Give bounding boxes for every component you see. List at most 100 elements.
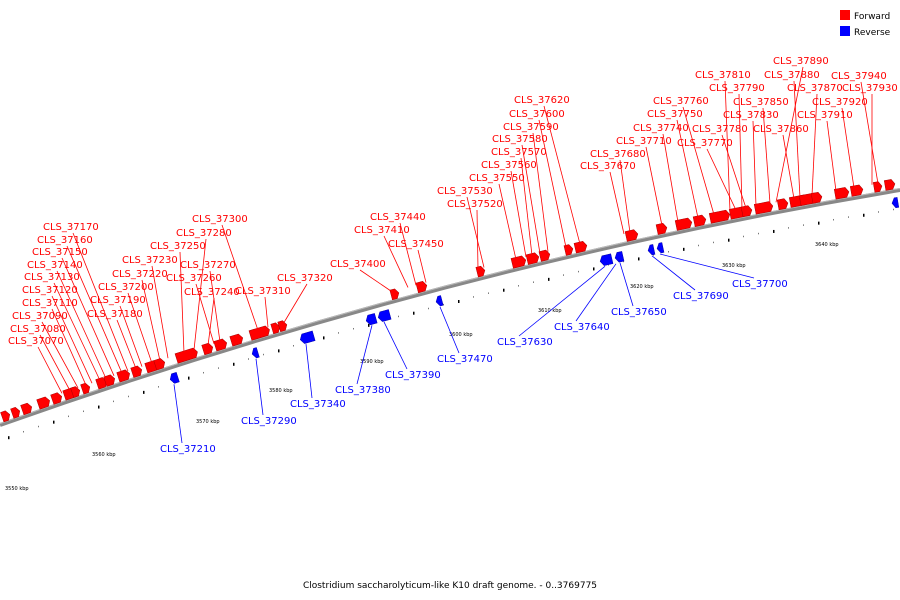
reverse-feature — [614, 251, 625, 263]
forward-gene-label: CLS_37780 — [692, 124, 748, 135]
scale-tick — [878, 211, 879, 213]
forward-feature — [849, 184, 864, 197]
scale-tick — [488, 292, 489, 294]
forward-leader-line — [383, 235, 409, 288]
genome-caption: Clostridium saccharolyticum-like K10 dra… — [303, 581, 597, 591]
forward-leader-lines — [37, 66, 879, 394]
reverse-feature — [647, 244, 656, 256]
forward-gene-label: CLS_37220 — [112, 269, 168, 280]
reverse-leader-line — [575, 263, 617, 322]
scale-tick — [713, 241, 714, 244]
forward-leader-line — [66, 245, 123, 374]
scale-tick — [98, 405, 100, 409]
forward-leader-line — [466, 196, 485, 268]
scale-tick — [533, 281, 534, 283]
forward-leader-line — [127, 292, 153, 364]
legend-forward-swatch — [840, 10, 850, 20]
forward-feature — [248, 325, 270, 341]
forward-leader-line — [782, 134, 795, 199]
scale-tick — [248, 358, 249, 360]
reverse-leader-line — [659, 253, 755, 279]
forward-gene-label: CLS_37570 — [491, 147, 547, 158]
forward-gene-label: CLS_37740 — [633, 123, 689, 134]
scale-tick — [53, 420, 55, 424]
forward-feature — [116, 369, 130, 383]
forward-gene-label: CLS_37550 — [469, 173, 525, 184]
forward-gene-label: CLS_37400 — [330, 259, 386, 270]
reverse-feature — [377, 309, 392, 322]
forward-leader-line — [283, 283, 308, 323]
scale-tick — [683, 247, 685, 251]
forward-feature — [36, 396, 50, 410]
scale-tick — [293, 345, 294, 347]
forward-feature — [80, 382, 91, 395]
scale-tick — [863, 213, 865, 217]
forward-leader-line — [61, 257, 115, 376]
forward-leader-line — [609, 171, 625, 235]
forward-gene-label: CLS_37140 — [27, 260, 83, 271]
scale-label: 3600 kbp — [449, 332, 473, 338]
scale-tick — [143, 390, 145, 394]
forward-leader-line — [752, 120, 757, 207]
forward-leader-line — [619, 159, 631, 233]
forward-feature — [174, 347, 198, 364]
forward-feature — [810, 192, 823, 204]
forward-feature — [20, 402, 32, 416]
scale-tick — [518, 285, 519, 287]
forward-leader-line — [724, 80, 731, 212]
forward-leader-line — [738, 93, 743, 209]
reverse-leader-line — [173, 384, 183, 444]
forward-feature — [103, 374, 116, 387]
reverse-gene-label: CLS_37630 — [497, 337, 553, 348]
reverse-gene-label: CLS_37690 — [673, 291, 729, 302]
forward-gene-label: CLS_37890 — [773, 56, 829, 67]
forward-leader-line — [359, 269, 393, 293]
scale-tick — [833, 218, 834, 221]
forward-feature — [270, 322, 281, 335]
scale-tick — [443, 303, 444, 306]
scale-tick — [188, 376, 190, 380]
scale-tick — [8, 436, 10, 440]
forward-gene-label: CLS_37520 — [447, 199, 503, 210]
scale-tick — [158, 386, 159, 388]
scale-tick — [458, 299, 460, 303]
reverse-leader-line — [439, 306, 460, 354]
scale-tick — [23, 430, 24, 433]
scale-tick — [428, 307, 429, 310]
reverse-gene-label: CLS_37650 — [611, 307, 667, 318]
reverse-gene-label: CLS_37290 — [241, 416, 297, 427]
forward-gene-label: CLS_37710 — [616, 136, 672, 147]
forward-leader-line — [682, 106, 715, 215]
forward-leader-line — [193, 238, 207, 351]
reverse-gene-label: CLS_37470 — [437, 354, 493, 365]
scale-label: 3620 kbp — [630, 284, 654, 290]
forward-gene-label: CLS_37180 — [87, 309, 143, 320]
forward-leader-line — [151, 265, 169, 359]
forward-gene-label: CLS_37080 — [10, 324, 66, 335]
scale-tick — [203, 371, 204, 374]
forward-gene-label: CLS_37600 — [509, 109, 565, 120]
scale-tick — [758, 232, 759, 235]
forward-gene-label: CLS_37410 — [354, 225, 410, 236]
scale-label: 3630 kbp — [722, 263, 746, 269]
forward-leader-line — [706, 148, 737, 211]
forward-leader-line — [207, 297, 215, 346]
forward-gene-label: CLS_37320 — [277, 273, 333, 284]
forward-leader-line — [56, 270, 107, 379]
forward-gene-label: CLS_37530 — [437, 186, 493, 197]
forward-gene-label: CLS_37790 — [709, 83, 765, 94]
forward-leader-line — [221, 224, 259, 331]
forward-leader-line — [811, 93, 818, 196]
forward-feature — [674, 217, 693, 231]
reverse-gene-label: CLS_37700 — [732, 279, 788, 290]
forward-leader-line — [209, 270, 221, 342]
forward-gene-label: CLS_37260 — [166, 273, 222, 284]
forward-leader-line — [762, 107, 771, 204]
forward-gene-label: CLS_37830 — [723, 110, 779, 121]
genome-backbone — [0, 188, 900, 427]
forward-gene-label: CLS_37070 — [8, 336, 64, 347]
forward-feature — [130, 365, 143, 378]
forward-gene-label: CLS_37850 — [733, 97, 789, 108]
forward-gene-label: CLS_37230 — [122, 255, 178, 266]
scale-tick — [893, 208, 894, 211]
